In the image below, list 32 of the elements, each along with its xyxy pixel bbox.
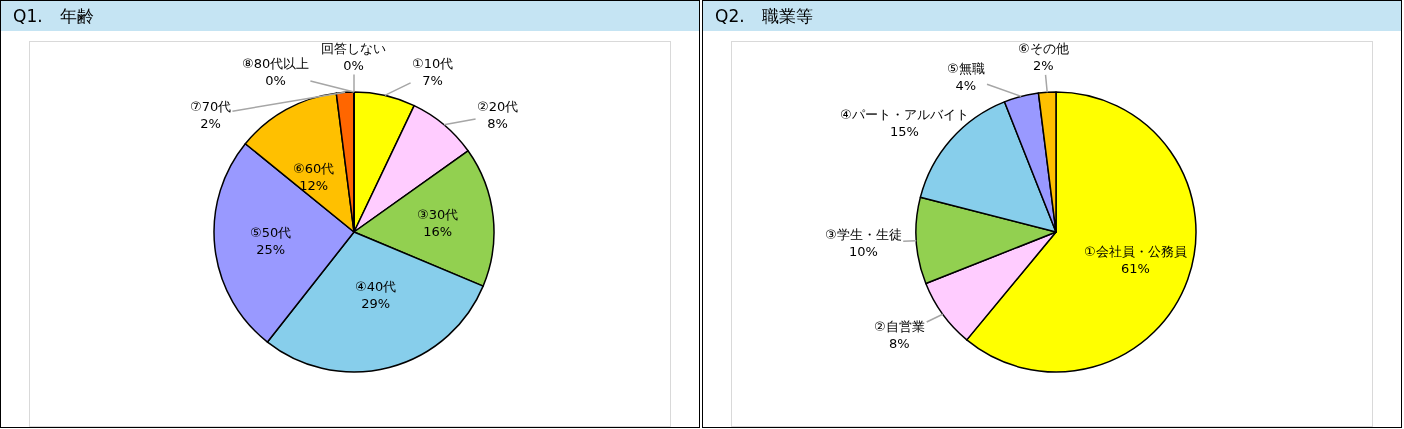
text: 0% (265, 72, 286, 88)
slice-label: ④パート・アルバイト (840, 107, 969, 122)
slice-label: ⑤50代 (250, 225, 292, 240)
category-label: 回答しない (321, 41, 386, 56)
data-label: 12% (299, 177, 329, 193)
data-label: 8% (487, 115, 508, 131)
slice-label: ⑥その他 (1018, 41, 1069, 56)
slice-label: ④40代 (355, 279, 397, 294)
text: 0% (343, 57, 364, 73)
text: Q1. 年齢 (1, 1, 699, 31)
data-label: 61% (1120, 260, 1150, 276)
data-label: 15% (889, 123, 919, 139)
slice-label: ⑤無職 (947, 61, 985, 76)
slice-label: ③30代 (417, 207, 459, 222)
slice-label: ⑦70代 (190, 99, 232, 114)
slice-label: ③学生・生徒 (825, 227, 902, 242)
category-label: ⑧80代以上 (242, 56, 310, 71)
data-label: 7% (422, 72, 443, 88)
data-label: 25% (256, 241, 286, 257)
data-label: 2% (1033, 57, 1054, 73)
data-label: 29% (361, 295, 391, 311)
chart-title: Q2. 職業等 (703, 1, 1401, 31)
data-label: 8% (889, 335, 910, 351)
data-label: 16% (423, 223, 453, 239)
data-label: 2% (200, 115, 221, 131)
data-label: 10% (848, 243, 878, 259)
slice-label: ②20代 (477, 99, 519, 114)
slice-label: ①10代 (412, 56, 454, 71)
slice-label: ①会社員・公務員 (1084, 244, 1187, 259)
slice-label: ⑥60代 (293, 161, 335, 176)
data-label: 4% (955, 77, 977, 93)
slice-label: ②自営業 (874, 319, 925, 334)
